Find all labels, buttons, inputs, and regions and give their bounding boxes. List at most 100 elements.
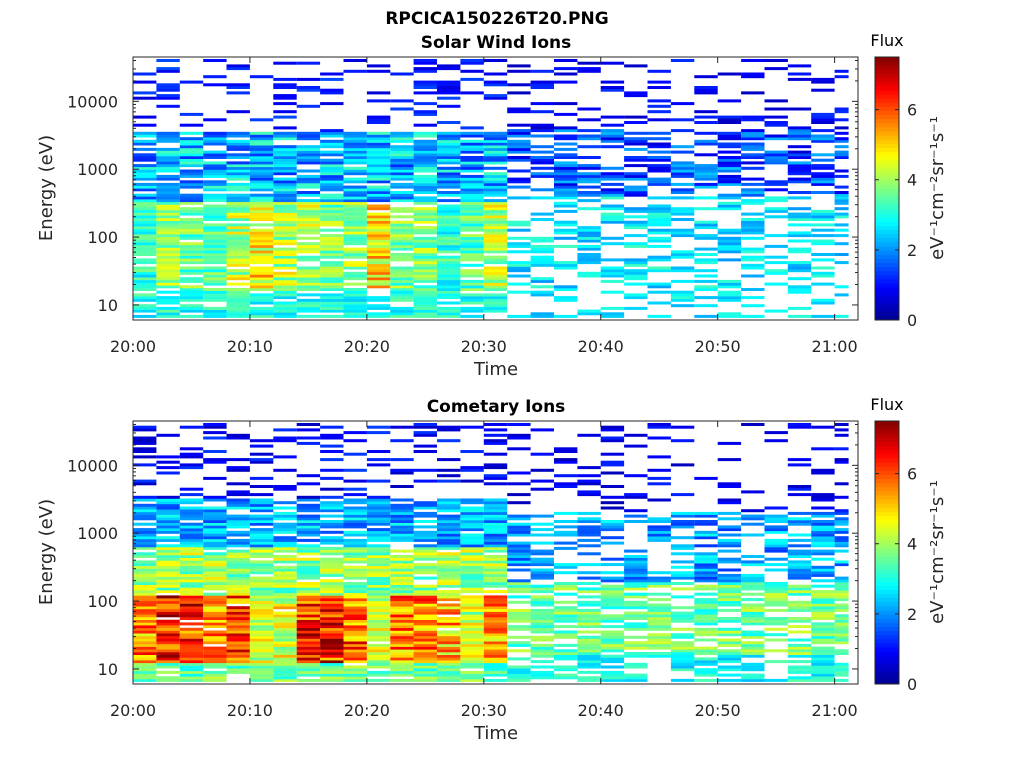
heatmap-cell — [296, 565, 321, 569]
heatmap-cell — [741, 673, 765, 677]
heatmap-cell — [249, 242, 274, 246]
heatmap-cell — [413, 646, 437, 650]
heatmap-cell — [413, 218, 437, 221]
heatmap-cell — [226, 517, 250, 521]
heatmap-cell — [577, 479, 601, 483]
heatmap-cell — [811, 301, 835, 305]
heatmap-cell — [133, 172, 157, 176]
heatmap-cell — [437, 565, 461, 569]
colorbar-swatch — [875, 98, 899, 103]
colorbar-swatch — [875, 184, 899, 189]
heatmap-cell — [530, 660, 554, 664]
heatmap-cell — [437, 555, 461, 558]
heatmap-cell — [133, 673, 157, 677]
heatmap-cell — [133, 592, 157, 596]
heatmap-cell — [600, 520, 625, 523]
heatmap-cell — [811, 522, 835, 526]
heatmap-cell — [530, 568, 554, 572]
heatmap-cell — [554, 600, 578, 604]
heatmap-cell — [811, 592, 835, 596]
heatmap-cell — [413, 625, 437, 629]
heatmap-cell — [554, 153, 578, 157]
heatmap-cell — [413, 606, 437, 610]
heatmap-cell — [366, 611, 391, 615]
heatmap-cell — [413, 595, 437, 599]
heatmap-cell — [296, 223, 321, 227]
heatmap-cell — [811, 298, 835, 302]
heatmap-cell — [741, 423, 765, 426]
heatmap-cell — [366, 234, 391, 238]
heatmap-cell — [413, 301, 437, 305]
heatmap-cell — [179, 662, 204, 666]
heatmap-cell — [530, 622, 554, 626]
heatmap-cell — [577, 145, 601, 149]
heatmap-cell — [413, 468, 437, 472]
heatmap-cell — [226, 660, 250, 664]
colorbar-swatch — [875, 93, 899, 99]
heatmap-cell — [320, 102, 344, 106]
heatmap-cell — [249, 560, 274, 564]
heatmap-cell — [437, 226, 461, 230]
heatmap-cell — [741, 231, 765, 235]
heatmap-cell — [530, 161, 554, 165]
heatmap-cell — [600, 271, 625, 275]
heatmap-cell — [834, 423, 849, 426]
heatmap-cell — [437, 193, 461, 197]
colorbar-swatch — [875, 299, 899, 305]
heatmap-cell — [460, 517, 484, 521]
heatmap-cell — [577, 530, 601, 534]
heatmap-cell — [179, 579, 204, 583]
heatmap-cell — [437, 528, 461, 532]
heatmap-cell — [554, 126, 578, 130]
heatmap-cell — [179, 153, 204, 157]
colorbar-swatch — [875, 560, 899, 566]
heatmap-cell — [670, 614, 695, 618]
heatmap-cell — [741, 129, 765, 133]
heatmap-cell — [249, 541, 274, 545]
heatmap-cell — [741, 635, 765, 639]
heatmap-cell — [460, 209, 484, 213]
heatmap-cell — [600, 592, 625, 596]
heatmap-cell — [554, 482, 578, 486]
colorbar-swatch — [875, 89, 899, 95]
heatmap-cell — [156, 544, 180, 548]
heatmap-cell — [554, 673, 578, 677]
heatmap-cell — [670, 654, 695, 658]
heatmap-cell — [133, 293, 157, 297]
heatmap-cell — [600, 630, 625, 634]
heatmap-cell — [226, 619, 250, 623]
heatmap-cell — [390, 590, 414, 594]
heatmap-cell — [273, 296, 297, 300]
heatmap-cell — [413, 156, 437, 159]
heatmap-cell — [624, 625, 648, 629]
heatmap-cell — [600, 86, 625, 89]
heatmap-cell — [156, 279, 180, 283]
heatmap-cell — [717, 204, 742, 208]
heatmap-cell — [717, 131, 742, 135]
heatmap-cell — [577, 156, 601, 159]
heatmap-cell — [834, 673, 849, 677]
colorbar-swatch — [875, 605, 899, 611]
heatmap-cell — [530, 285, 554, 289]
colorbar-swatch — [875, 630, 899, 636]
heatmap-cell — [577, 676, 601, 680]
heatmap-cell — [577, 482, 601, 486]
heatmap-cell — [577, 657, 601, 661]
heatmap-cell — [226, 296, 250, 300]
heatmap-cell — [670, 218, 695, 221]
heatmap-cell — [343, 560, 367, 564]
heatmap-cell — [834, 199, 849, 203]
heatmap-cell — [320, 444, 344, 448]
heatmap-cell — [577, 193, 601, 197]
heatmap-cell — [273, 436, 297, 440]
heatmap-cell — [600, 174, 625, 178]
heatmap-cell — [343, 576, 367, 580]
heatmap-cell — [460, 279, 484, 283]
heatmap-cell — [554, 180, 578, 184]
heatmap-cell — [460, 301, 484, 305]
heatmap-cell — [343, 314, 367, 318]
heatmap-cell — [366, 538, 391, 542]
heatmap-cell — [741, 573, 765, 577]
heatmap-cell — [320, 129, 344, 133]
colorbar-swatch — [875, 274, 899, 280]
